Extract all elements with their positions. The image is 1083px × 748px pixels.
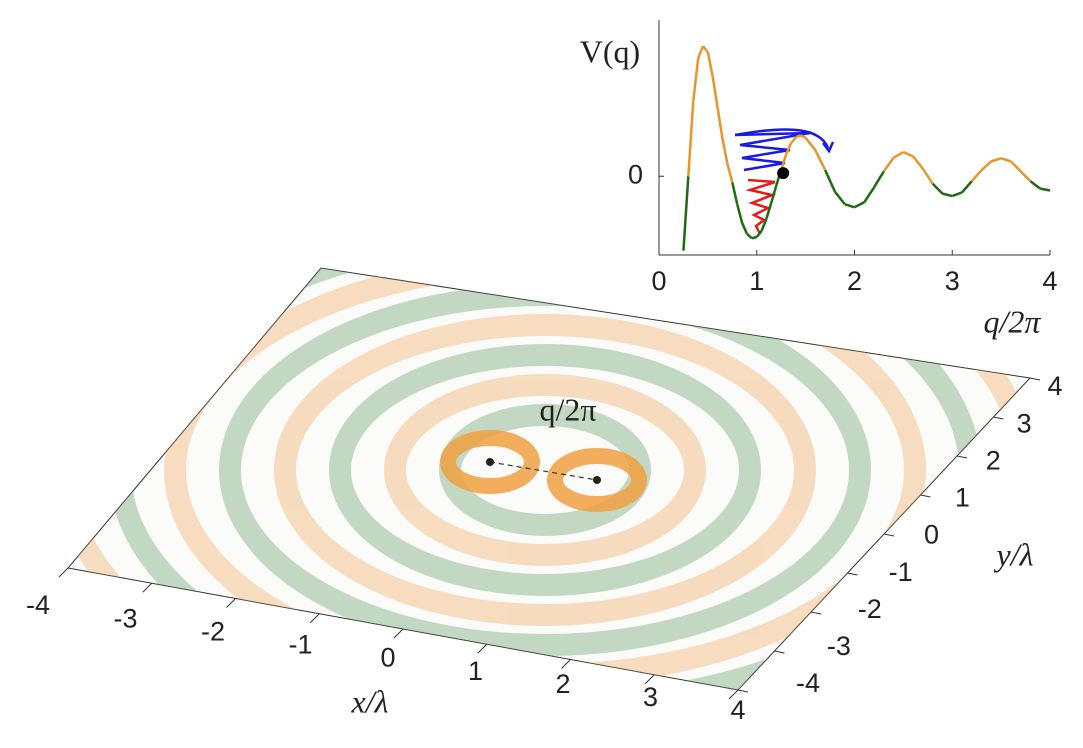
curve-segment bbox=[814, 149, 827, 171]
y-tick-label: -3 bbox=[827, 631, 851, 661]
curve-segment bbox=[892, 150, 904, 159]
curve-segment bbox=[789, 136, 797, 145]
y-tick-label: -1 bbox=[889, 557, 913, 587]
y-tick bbox=[956, 455, 968, 459]
curve-segment bbox=[746, 232, 753, 240]
curve-segment bbox=[1039, 187, 1051, 192]
curve-segment bbox=[970, 169, 983, 183]
curve-segment bbox=[687, 101, 695, 177]
y-tick-label: -2 bbox=[858, 594, 882, 624]
y-tick bbox=[920, 494, 931, 498]
annotation: q/2π bbox=[539, 391, 596, 427]
curve-segment bbox=[882, 156, 895, 173]
x-tick bbox=[728, 689, 739, 700]
curve-segment bbox=[931, 182, 944, 195]
x-tick bbox=[226, 598, 236, 608]
curve-segment bbox=[1029, 180, 1041, 190]
y-tick bbox=[847, 572, 858, 576]
x-tick-label: 4 bbox=[730, 695, 745, 725]
curve-segment bbox=[1019, 170, 1032, 183]
curve-segment bbox=[844, 202, 855, 209]
x-tick bbox=[309, 613, 320, 624]
curve-segment bbox=[691, 58, 700, 102]
x-tick-label: -4 bbox=[26, 590, 50, 620]
excitation-arrows bbox=[734, 128, 835, 235]
x-tick-label: 0 bbox=[380, 643, 395, 673]
curve-segment bbox=[824, 169, 837, 193]
y-tick bbox=[883, 533, 895, 537]
curve-segment bbox=[735, 203, 744, 224]
curve-segment bbox=[784, 142, 793, 156]
curve-segment bbox=[902, 150, 914, 158]
x-tick bbox=[393, 628, 404, 639]
y-tick-label: 4 bbox=[1047, 371, 1062, 401]
y-tick bbox=[774, 650, 785, 654]
y-tick bbox=[810, 611, 822, 615]
y-tick bbox=[737, 689, 749, 693]
curve-segment bbox=[740, 222, 749, 235]
curve-segment bbox=[795, 134, 802, 139]
x-tick-label: -3 bbox=[113, 603, 137, 633]
y-tick bbox=[1029, 377, 1041, 381]
x-tick-label: 1 bbox=[468, 656, 483, 686]
x-tick-label: 0 bbox=[651, 266, 666, 296]
curve-segment bbox=[980, 160, 993, 171]
curve-segment bbox=[853, 201, 865, 209]
curve-segment bbox=[921, 168, 934, 185]
x-tick-label: 2 bbox=[555, 669, 570, 699]
curve-segment bbox=[951, 191, 963, 198]
curve-segment bbox=[711, 76, 719, 109]
curve-segment bbox=[721, 138, 729, 165]
curve-segment bbox=[800, 134, 807, 139]
curve-segment bbox=[833, 190, 846, 205]
curve-segment bbox=[765, 201, 773, 219]
x-tick bbox=[142, 582, 153, 593]
curve-segment bbox=[961, 180, 973, 194]
x-axis-label: x/λ bbox=[351, 683, 389, 719]
y-tick-label: 1 bbox=[955, 483, 970, 513]
curve-segment bbox=[1000, 157, 1012, 163]
curve-segment bbox=[696, 45, 705, 59]
surface-plane bbox=[67, 267, 1032, 691]
x-tick-label: 2 bbox=[847, 266, 862, 296]
y-tick bbox=[993, 416, 1004, 420]
curve-segment bbox=[751, 235, 758, 240]
curve-segment bbox=[706, 52, 714, 78]
curve-segment bbox=[1010, 160, 1022, 173]
curve-segment bbox=[863, 186, 876, 203]
inset-y-label: V(q) bbox=[580, 33, 640, 69]
x-tick-label: 3 bbox=[945, 266, 960, 296]
x-tick-label: -1 bbox=[288, 630, 312, 660]
x-tick-label: 1 bbox=[749, 266, 764, 296]
y-tick-label: 2 bbox=[986, 445, 1001, 475]
curve-segment bbox=[942, 192, 953, 198]
x-tick bbox=[477, 643, 488, 654]
y-tick-label: -4 bbox=[796, 668, 820, 698]
curve-segment bbox=[755, 230, 763, 238]
inset-x-label: q/2π bbox=[984, 303, 1042, 339]
x-tick-label: 4 bbox=[1042, 266, 1057, 296]
x-tick bbox=[561, 659, 571, 669]
curve-segment bbox=[990, 157, 1002, 163]
y-tick-label: 0 bbox=[628, 159, 643, 189]
curve-segment bbox=[804, 137, 817, 151]
curve-segment bbox=[731, 182, 739, 205]
y-axis-label: y/λ bbox=[994, 536, 1034, 572]
y-tick-label: 0 bbox=[924, 520, 939, 550]
curve-segment bbox=[702, 45, 709, 54]
curve-segment bbox=[912, 155, 924, 170]
curve-segment bbox=[872, 170, 885, 189]
curve-segment bbox=[682, 176, 690, 251]
y-tick-label: 3 bbox=[1017, 408, 1032, 438]
x-tick bbox=[644, 674, 655, 685]
curve-segment bbox=[760, 217, 768, 232]
x-tick-label: -2 bbox=[201, 616, 225, 646]
curve-segment bbox=[726, 163, 734, 183]
curve-segment bbox=[770, 185, 778, 203]
x-tick-label: 3 bbox=[643, 682, 658, 712]
marker-point bbox=[777, 167, 790, 180]
curve-segment bbox=[716, 107, 724, 140]
x-tick bbox=[58, 567, 69, 578]
